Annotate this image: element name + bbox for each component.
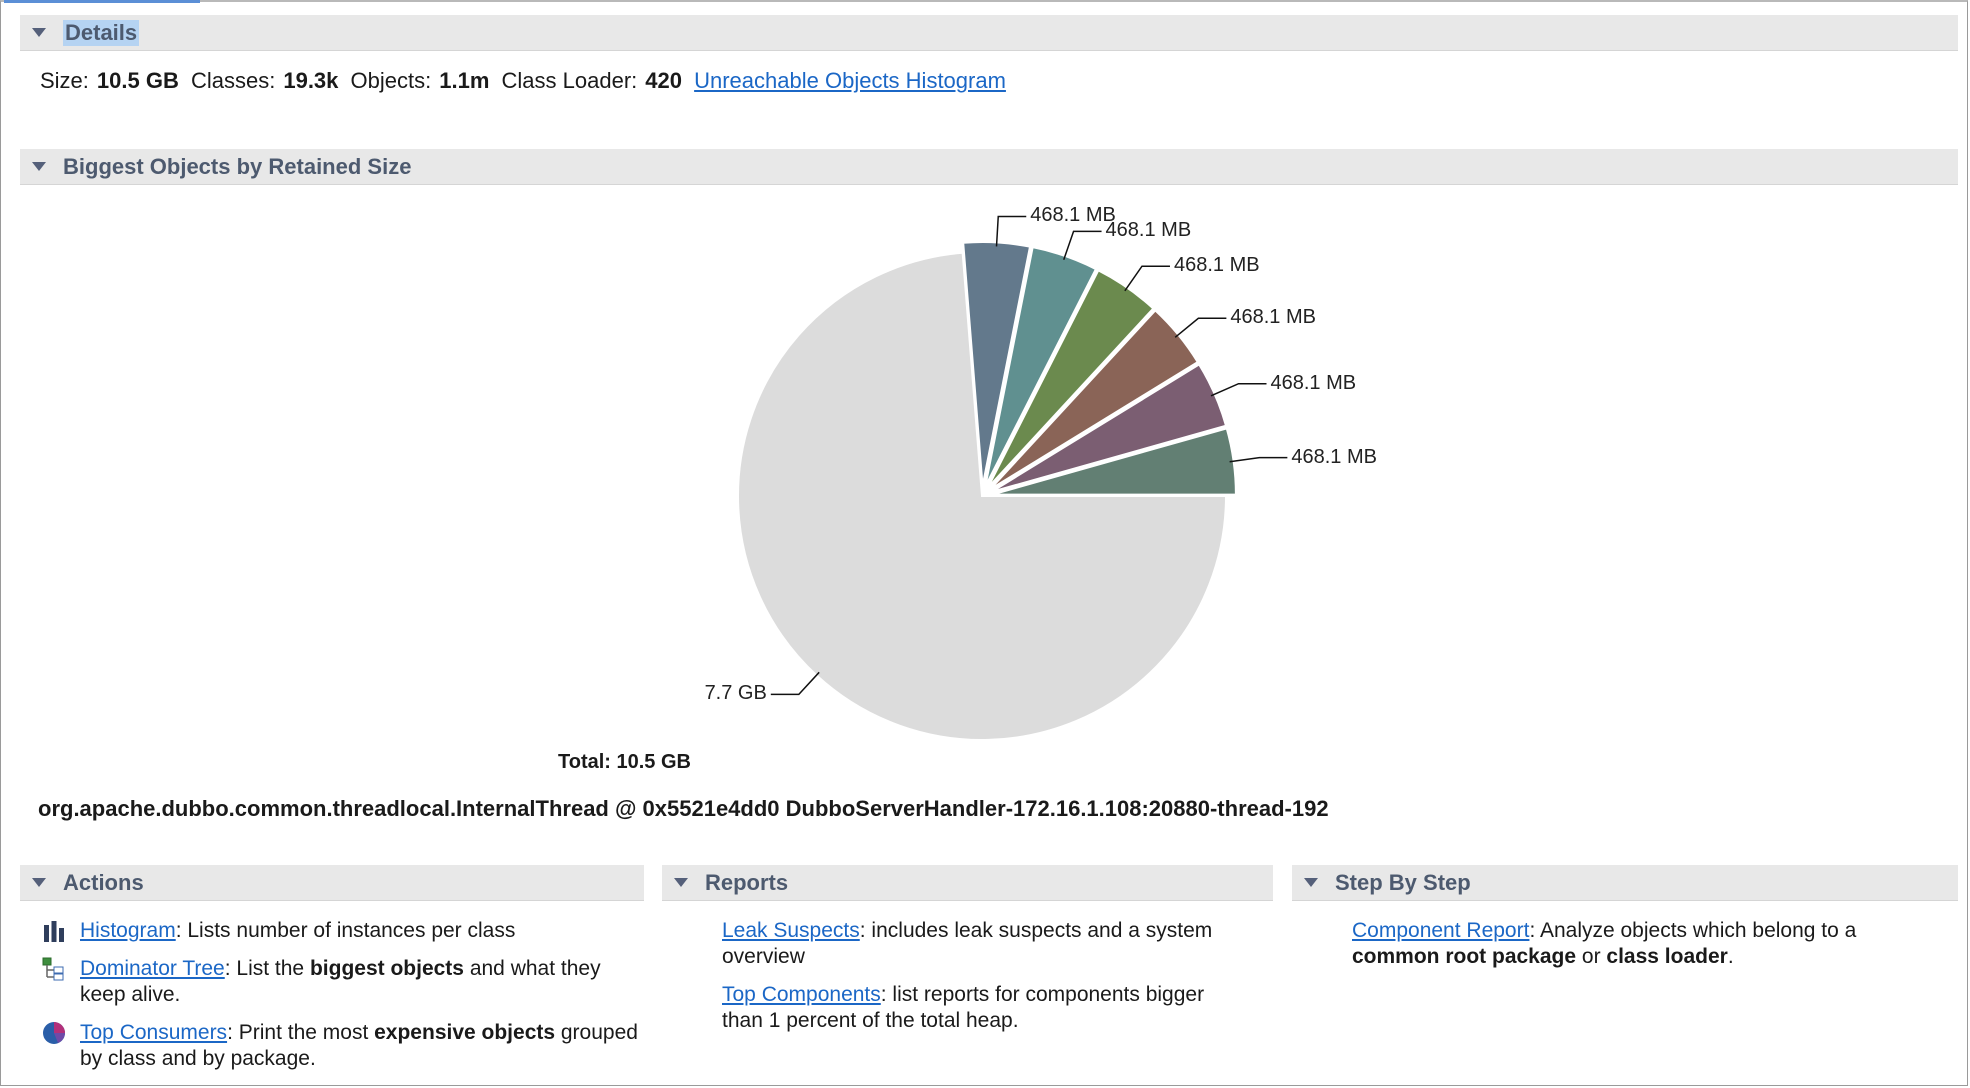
biggest-objects-section-header[interactable]: Biggest Objects by Retained Size <box>20 149 1958 185</box>
biggest-objects-title: Biggest Objects by Retained Size <box>63 153 412 179</box>
top-components-link[interactable]: Top Components <box>722 983 881 1006</box>
pie-leader-line <box>1063 230 1102 260</box>
report-top-components: Top Components: list reports for compone… <box>722 982 1242 1034</box>
collapse-arrow-icon[interactable] <box>32 162 46 171</box>
pie-slice-label: 468.1 MB <box>1230 306 1316 329</box>
component-report-link[interactable]: Component Report <box>1352 919 1530 942</box>
classes-label: Classes: <box>190 68 276 93</box>
classes-value: 19.3k <box>283 68 339 93</box>
pie-slice-label: 468.1 MB <box>1105 219 1192 242</box>
pie-slice-label: 468.1 MB <box>1030 204 1116 227</box>
pie-slice-label: 468.1 MB <box>1173 254 1260 277</box>
pie-leader-line <box>995 215 1027 247</box>
dominator-description-end: and what they keep alive. <box>80 957 601 1006</box>
dominator-tree-link[interactable]: Dominator Tree <box>80 957 225 980</box>
top-consumers-pie-icon <box>43 1022 65 1044</box>
collapse-arrow-icon[interactable] <box>1304 878 1318 887</box>
heap-summary: Size: 10.5 GB Classes: 19.3k Objects: 1.1m … <box>40 68 1006 94</box>
top-consumers-link[interactable]: Top Consumers <box>80 1021 228 1044</box>
report-leak-suspects: Leak Suspects: includes leak suspects an… <box>722 918 1242 970</box>
pie-slice-label: 468.1 MB <box>1291 445 1377 468</box>
objects-label: Objects: <box>350 68 432 93</box>
dominator-tree-icon <box>42 957 64 981</box>
pie-leader-line <box>1124 265 1170 292</box>
collapse-arrow-icon[interactable] <box>32 28 46 37</box>
top-components-description: : list reports for components bigger tha… <box>722 983 1205 1032</box>
pie-leader-line <box>1210 382 1267 397</box>
reports-panel: Leak Suspects: includes leak suspects an… <box>722 918 1242 1034</box>
classloader-label: Class Loader: <box>501 68 638 93</box>
consumers-description: : Print the most <box>227 1021 375 1044</box>
step-by-step-panel: Component Report: Analyze objects which … <box>1352 918 1942 970</box>
component-report-description: : Analyze objects which belong to a <box>1529 919 1857 942</box>
selected-object-name: org.apache.dubbo.common.threadlocal.Inte… <box>38 796 1329 821</box>
or-text: or <box>1576 945 1607 968</box>
details-title: Details <box>63 19 140 46</box>
actions-section-header[interactable]: Actions <box>20 865 644 901</box>
active-tab-indicator <box>4 0 200 3</box>
actions-panel: Histogram: Lists number of instances per… <box>40 918 640 1084</box>
reports-section-header[interactable]: Reports <box>662 865 1273 901</box>
pie-leader-line <box>1174 317 1227 338</box>
actions-title: Actions <box>63 869 144 895</box>
pie-leader-line <box>1229 456 1288 463</box>
action-top-consumers: Top Consumers: Print the most expensive … <box>40 1020 640 1072</box>
unreachable-histogram-link[interactable]: Unreachable Objects Histogram <box>694 68 1006 93</box>
consumers-description-end: grouped by class and by package. <box>80 1021 638 1070</box>
root-package-bold: common root package <box>1352 945 1577 968</box>
leak-suspects-link[interactable]: Leak Suspects <box>722 919 860 942</box>
pie-slice-label: 7.7 GB <box>704 682 767 705</box>
histogram-icon <box>44 921 64 942</box>
dominator-bold: biggest objects <box>309 957 464 980</box>
histogram-description: : Lists number of instances per class <box>175 919 516 942</box>
class-loader-bold: class loader <box>1606 945 1728 968</box>
step-by-step-title: Step By Step <box>1335 869 1471 895</box>
objects-value: 1.1m <box>439 68 490 93</box>
collapse-arrow-icon[interactable] <box>32 878 46 887</box>
histogram-link[interactable]: Histogram <box>80 919 176 942</box>
collapse-arrow-icon[interactable] <box>674 878 688 887</box>
step-by-step-section-header[interactable]: Step By Step <box>1292 865 1958 901</box>
action-dominator-tree: Dominator Tree: List the biggest objects… <box>40 956 640 1008</box>
action-histogram: Histogram: Lists number of instances per… <box>40 918 640 944</box>
classloader-value: 420 <box>645 68 682 93</box>
total-label: Total: 10.5 GB <box>558 751 691 773</box>
consumers-bold: expensive objects <box>374 1021 556 1044</box>
pie-leader-line <box>770 671 820 696</box>
leak-suspects-description: : includes leak suspects and a system ov… <box>722 919 1213 968</box>
size-value: 10.5 GB <box>96 68 179 93</box>
dominator-description: : List the <box>224 957 310 980</box>
pie-slice-label: 468.1 MB <box>1270 371 1357 394</box>
size-label: Size: <box>40 68 89 93</box>
reports-title: Reports <box>705 869 789 895</box>
end-period: . <box>1727 945 1734 968</box>
details-section-header[interactable]: Details <box>20 15 1958 51</box>
